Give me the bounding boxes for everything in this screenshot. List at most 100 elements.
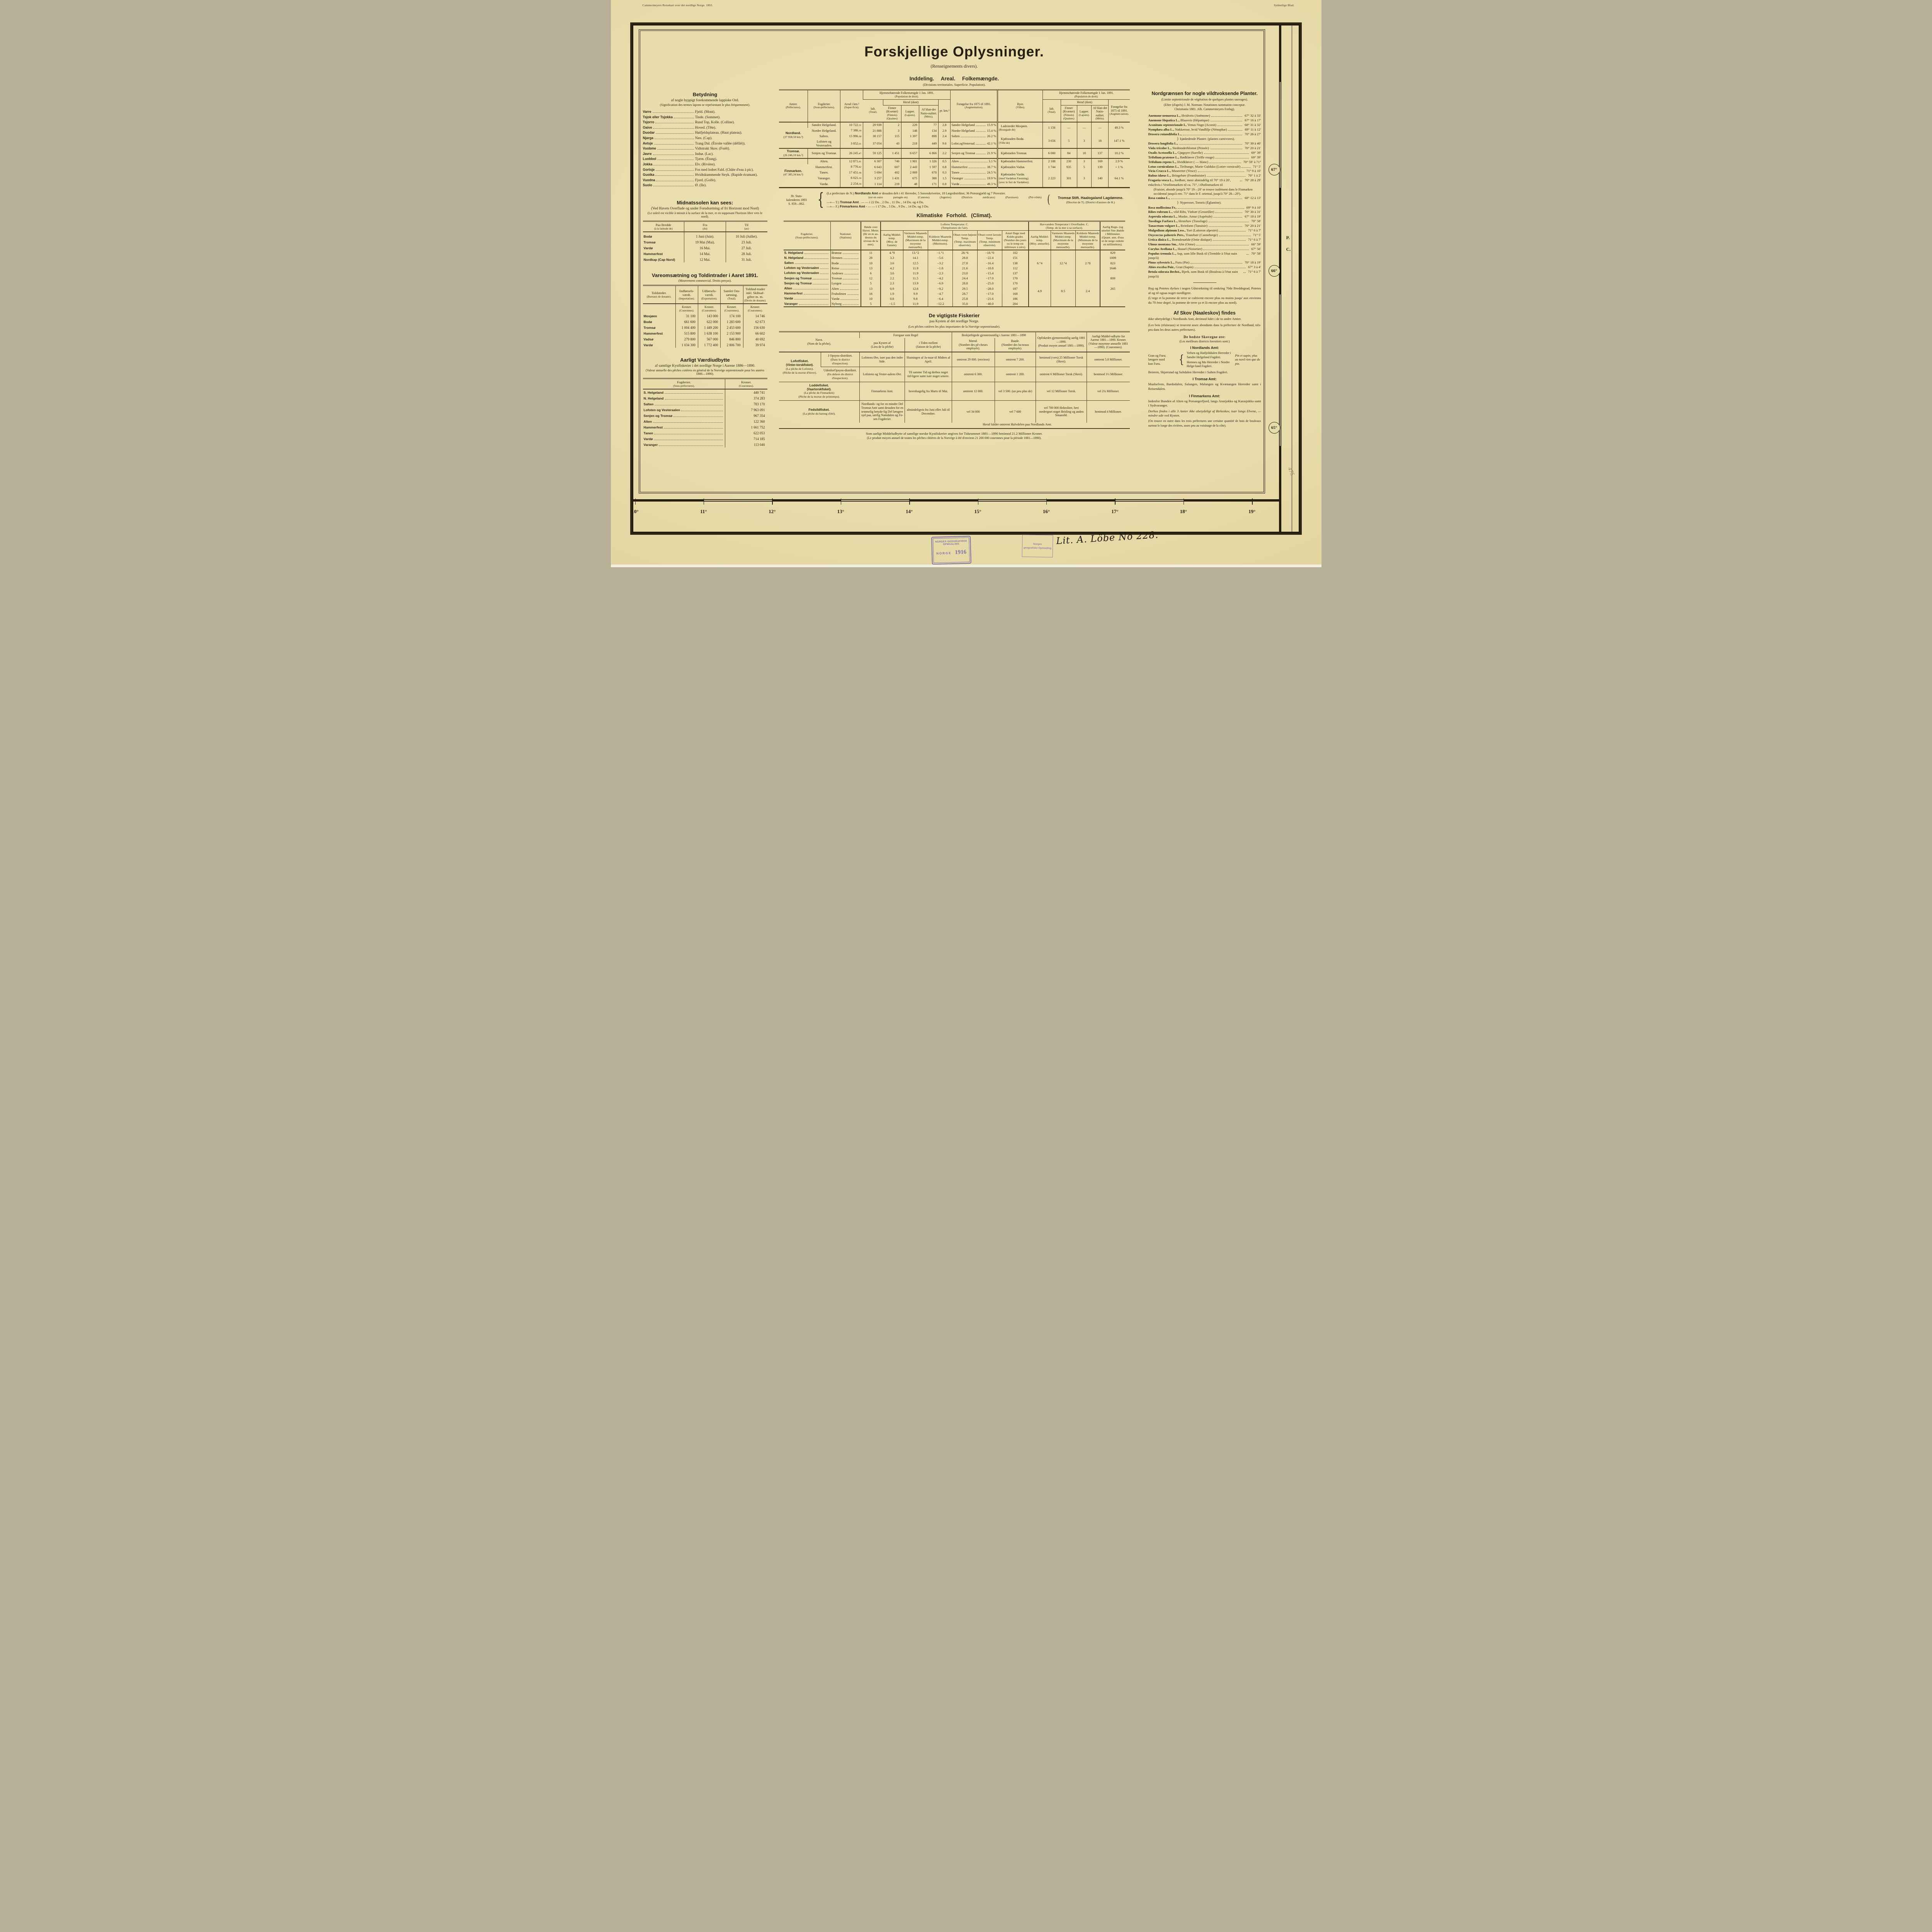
column-header: Indførsels-værdi. (Importation). (675, 285, 698, 304)
column-header: Toldind-trader inkl. Skibsaf-gifter m. m… (743, 285, 767, 304)
city-total: 2 223 (1043, 170, 1061, 188)
plant-latin: Anemone Hepatica L., (1148, 118, 1180, 122)
plant-name: Trifolium repens L., Hvidkløver ( — blan… (1148, 160, 1208, 165)
warmest-cell: 14.1 (903, 255, 928, 260)
place-cell: Vadsø (643, 337, 653, 341)
city-name-fr: (avec le fort de Vardøhus). (999, 180, 1029, 184)
increase-cell: Varanger 19.9 % (950, 175, 998, 182)
fogderi-cell: S. Helgeland (784, 250, 831, 255)
finner-cell: 115 (883, 133, 901, 139)
division-footnote: Jfr. Stats- kalenderen 1893 S. 859—862. {… (779, 191, 1130, 209)
lappish-term-row: Tsjok eller Tsjokka Tinde. (Sommet). (643, 115, 767, 120)
column-header: Ialt. (Total). (1043, 99, 1061, 122)
plant-latin: Asperula odorata L., (1148, 214, 1178, 219)
table-row: Alten 122 360 (643, 418, 767, 425)
from-cell: 14 Mai. (684, 251, 726, 257)
city-name: Ladestedet Mosjøen. (1001, 124, 1028, 128)
forest-species-fr: Pin et sapin; plus au nord rien que du p… (1235, 354, 1260, 366)
station-cell: Lyngen (830, 281, 861, 286)
column-header: paa Kysten af (Lieu de la pêche) (860, 338, 905, 352)
mixed-cell: 1 597 (918, 164, 939, 170)
header-label-fr: (Temp. maximum observée). (954, 240, 976, 247)
obs-max-cell: 21.6 (952, 265, 978, 271)
survey-stamp: NORGES GEOGRAFISKE OPMAALING NORGE 1916 (931, 536, 971, 565)
total-cell: 6 643 (863, 164, 883, 170)
finner-cell: 43 (883, 139, 901, 149)
diocese-title: Tromsø Stift. Haalogaland Lagdømme. (1058, 196, 1124, 200)
station-flex: Hemnes (832, 256, 860, 260)
forest-nordland-heading: I Nordlands Amt: (1190, 346, 1219, 350)
plant-latitude: 70° 28 à 29′ (1245, 178, 1261, 182)
plant-common: Hvidkløver ( — blanc) (1176, 160, 1208, 164)
export-cell: 622 000 (697, 319, 721, 325)
fedsild-row: Fedsildfisket. (La pêche du hareng d'été)… (779, 400, 1130, 423)
finner-cell: 219 (883, 181, 901, 188)
plant-common: Bjerk, som Busk til (Bouleau à l'état na… (1148, 270, 1238, 279)
header-row-2: Aarlig Middel-temp. (Moy. de l'année). Var… (784, 230, 1125, 250)
station-flex: Alten (832, 287, 860, 291)
column-header: i Tiden mellem (Saison de la pêche) (905, 338, 952, 352)
sea-coldest-cell: 2.°8 (1075, 250, 1100, 276)
rain-cell (1100, 281, 1125, 286)
plant-common: Nøkkerose, hvid Vandlilje (Nénuphar) (1174, 127, 1227, 131)
plant-latitude: 69° 11 à 12′ (1245, 127, 1261, 131)
footnote-line1-bold: Nordlands Amt (855, 191, 878, 195)
plant-latin: Mulgedium alpinum Less., (1148, 228, 1186, 233)
page-title: Forskjellige Oplysninger. (864, 44, 1044, 60)
fogderi-label: Vardø (784, 297, 793, 301)
table-body: Nordland. (37 958,50 km.²) Søndre Helgelan… (779, 122, 1130, 188)
plant-name: Tanacetum vulgare L., Reinfann (Tanaisie… (1148, 224, 1208, 228)
plant-entry: Corylus Avellana L., Hassel (Noisetier) 6… (1148, 247, 1261, 252)
frost-days-cell: 112 (1002, 265, 1029, 271)
to-cell: 27 Juli. (725, 245, 767, 251)
areal-dec: 82 (859, 166, 862, 169)
fogderi-cell: Senjen og Tromsø (784, 276, 831, 281)
plant-latitude: 67° 32 à 33′ (1245, 114, 1261, 117)
increase-pct: 15.9 % (987, 123, 997, 127)
brace-icon: } (1177, 201, 1180, 205)
from-cell: 1 Juni (Juin). (684, 231, 726, 240)
column-header: Varmeste Maaneds Middel-temp. (Maximum de… (1050, 230, 1076, 250)
header-label: Toldsteder. (651, 291, 667, 295)
areal-dec: 31 (859, 124, 862, 127)
total-cell: 6 307 (863, 158, 883, 165)
plant-name: Trifolium pratense L., Rødkløver (Trèfle… (1148, 155, 1214, 160)
city-total: 3 656 (1043, 133, 1061, 149)
column-header: Kroner. (Couronnes). (725, 378, 767, 390)
header-label-fr: (Moy. de l'année). (886, 240, 898, 247)
unit-label: Kroner. (750, 305, 760, 309)
column-header: Samlet Om-sætning. (Total). (720, 285, 743, 304)
latitude-label: 65° (1268, 422, 1280, 434)
obs-max-cell: 28.°6 (952, 250, 978, 255)
city-mixed: 139 (1091, 164, 1109, 170)
sea-annual-cell: 6.°4 (1028, 250, 1051, 276)
obs-min-cell: −22.4 (977, 255, 1002, 260)
to-cell: 31 Juli. (725, 257, 767, 263)
per-km-cell: 0.5 (938, 158, 951, 165)
column-header: Obser-veret højeste Temp. (Temp. maximum … (952, 230, 978, 250)
city-lapper: 3 (1077, 158, 1092, 165)
plant-latin: Drosera rotundifolia L., (1148, 132, 1182, 136)
term-label: Javre (643, 151, 652, 156)
city-finner: — (1060, 122, 1077, 134)
import-cell: 31 100 (675, 313, 698, 319)
longitude-tick (772, 498, 773, 505)
increase-pct: 26.2 % (987, 134, 997, 138)
term-label: Jokka (643, 162, 653, 166)
header-label: Obser-veret højeste Temp. (953, 233, 977, 240)
fisheries-footer: Som aarligt Middeludbytte af samtlige no… (866, 431, 1043, 435)
obs-max-cell: 28.8 (952, 255, 978, 260)
warmest-cell: 12.6 (903, 286, 928, 291)
warmest-cell: 9.8 (903, 296, 928, 301)
total-cell: 59 125 (863, 148, 883, 158)
city-total: 1 156 (1043, 122, 1061, 134)
table-row: Finmarken. (47 385,34 km.²) Alten. 12 871.8… (779, 158, 1130, 188)
header-label-fr: (Hr en m au-dessus du niveau de la mer). (863, 232, 879, 246)
column-header: Amter. (Préfectures). (779, 90, 808, 122)
plant-name: Rosa mollissima Fr., (1148, 206, 1177, 210)
to-cell: 23 Juli. (725, 239, 767, 245)
table-row: N. Helgeland Hemnes 28 3.3 14.1 −5.6 28.8 −22.4… (784, 255, 1125, 260)
brace-icon: { (1179, 353, 1184, 367)
height-cell: 5 (860, 281, 881, 286)
place-cell: Bodø (643, 234, 652, 238)
